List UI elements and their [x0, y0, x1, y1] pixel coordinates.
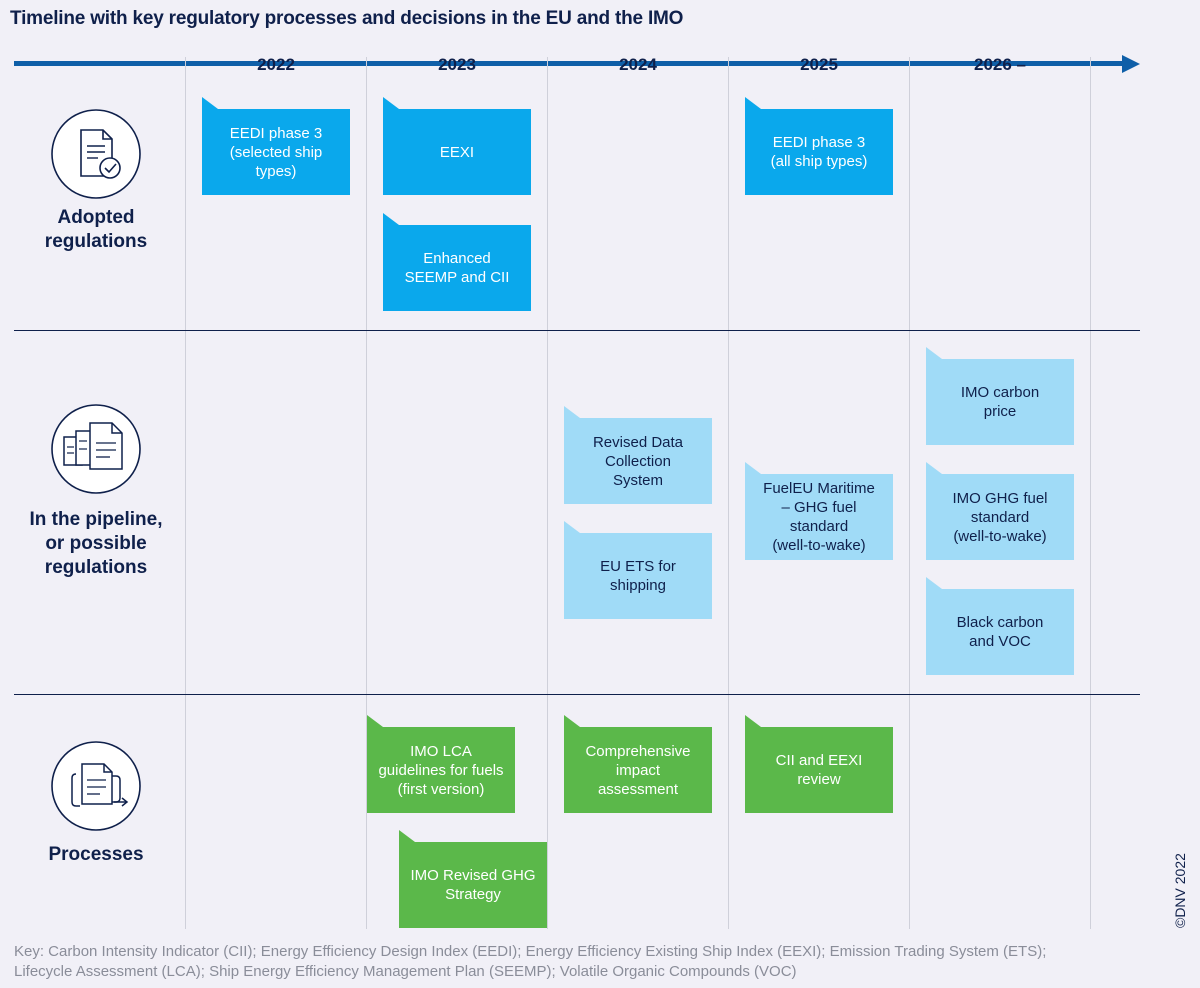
card-text-line: IMO LCA: [410, 742, 472, 760]
row-label-pipeline: In the pipeline, or possible regulations: [8, 508, 184, 580]
card-cii-eexi-review: CII and EEXI review: [745, 715, 893, 813]
card-text-line: standard: [789, 518, 849, 535]
row-label-line: or possible: [45, 533, 147, 554]
column-divider: [728, 57, 729, 929]
row-label-processes: Processes: [8, 843, 184, 867]
card-text-line: EEDI phase 3: [229, 124, 323, 142]
row-label-line: Processes: [48, 844, 144, 865]
row-divider: [14, 694, 1140, 695]
card-text-line: – GHG fuel: [781, 499, 857, 516]
card-text-line: shipping: [610, 577, 666, 594]
key-line: Key: Carbon Intensity Indicator (CII); E…: [14, 943, 1047, 960]
page-title: Timeline with key regulatory processes a…: [10, 8, 684, 29]
document-flow-icon: [51, 741, 141, 831]
year-label-2026: 2026 –: [974, 55, 1026, 74]
column-divider: [547, 57, 548, 929]
card-text-line: Strategy: [445, 886, 501, 903]
year-label-2025: 2025: [800, 55, 838, 74]
card-imo-carbon-price: IMO carbon price: [926, 347, 1074, 445]
row-label-adopted: Adopted regulations: [8, 206, 184, 254]
card-revised-data-collection: Revised Data Collection System: [564, 406, 712, 504]
row-label-line: regulations: [44, 557, 148, 578]
card-text-line: (well-to-wake): [953, 527, 1047, 545]
card-imo-ghg-fuel-standard: IMO GHG fuel standard (well-to-wake): [926, 462, 1074, 560]
card-text-line: (selected ship: [229, 143, 323, 161]
year-label-2023: 2023: [438, 55, 476, 74]
card-text-line: types): [255, 162, 297, 180]
card-text-line: impact: [615, 761, 661, 779]
card-text-line: EEDI phase 3: [772, 134, 866, 151]
document-check-icon: [51, 109, 141, 199]
card-text-line: IMO GHG fuel: [952, 489, 1048, 507]
card-text-line: guidelines for fuels: [378, 761, 504, 779]
card-text-line: and VOC: [969, 633, 1031, 650]
card-text-line: EU ETS for: [600, 558, 676, 575]
card-text-line: (first version): [397, 780, 485, 798]
card-text-line: (well-to-wake): [772, 537, 866, 554]
card-text-line: IMO Revised GHG: [410, 867, 536, 884]
card-text-line: FuelEU Maritime: [763, 480, 875, 497]
column-divider: [185, 57, 186, 929]
card-fueleu-maritime: FuelEU Maritime – GHG fuel standard (wel…: [745, 462, 893, 560]
card-text-line: System: [612, 471, 663, 489]
card-eedi-phase3-all: EEDI phase 3 (all ship types): [745, 97, 893, 195]
year-label-2024: 2024: [619, 55, 657, 74]
copyright-notice: ©DNV 2022: [1172, 853, 1188, 928]
card-text-line: Revised Data: [592, 433, 684, 451]
card-text-line: (all ship types): [770, 153, 868, 170]
card-black-carbon-voc: Black carbon and VOC: [926, 577, 1074, 675]
card-text-line: EEXI: [439, 143, 475, 161]
card-text-line: assessment: [597, 780, 679, 798]
column-divider: [909, 57, 910, 929]
key-line: Lifecycle Assessment (LCA); Ship Energy …: [14, 963, 797, 980]
card-imo-revised-ghg-strategy: IMO Revised GHG Strategy: [399, 830, 547, 928]
card-text-line: CII and EEXI: [775, 752, 863, 769]
card-text-line: SEEMP and CII: [404, 269, 510, 286]
card-eedi-phase3-selected: EEDI phase 3 (selected ship types): [202, 97, 350, 195]
card-text-line: Black carbon: [956, 614, 1044, 631]
column-divider: [1090, 57, 1091, 929]
card-text-line: Enhanced: [423, 250, 491, 267]
card-text-line: price: [983, 403, 1017, 420]
card-text-line: Comprehensive: [585, 742, 691, 760]
document-stack-icon: [51, 404, 141, 494]
row-label-line: Adopted: [57, 207, 135, 228]
card-text-line: review: [797, 771, 841, 788]
timeline-arrow-head: [1122, 55, 1140, 73]
abbreviation-key: Key: Carbon Intensity Indicator (CII); E…: [14, 942, 1134, 982]
card-enhanced-seemp-cii: Enhanced SEEMP and CII: [383, 213, 531, 311]
row-label-line: In the pipeline,: [29, 509, 163, 530]
row-label-line: regulations: [44, 231, 148, 252]
card-eexi: EEXI: [383, 97, 531, 195]
timeline-axis: [14, 61, 1126, 66]
card-eu-ets-shipping: EU ETS for shipping: [564, 521, 712, 619]
card-comprehensive-impact-assessment: Comprehensive impact assessment: [564, 715, 712, 813]
card-imo-lca-guidelines: IMO LCA guidelines for fuels (first vers…: [367, 715, 515, 813]
card-text-line: IMO carbon: [960, 384, 1040, 401]
column-divider: [366, 57, 367, 929]
card-text-line: Collection: [605, 452, 671, 470]
year-label-2022: 2022: [257, 55, 295, 74]
row-divider: [14, 330, 1140, 331]
card-text-line: standard: [970, 508, 1030, 526]
